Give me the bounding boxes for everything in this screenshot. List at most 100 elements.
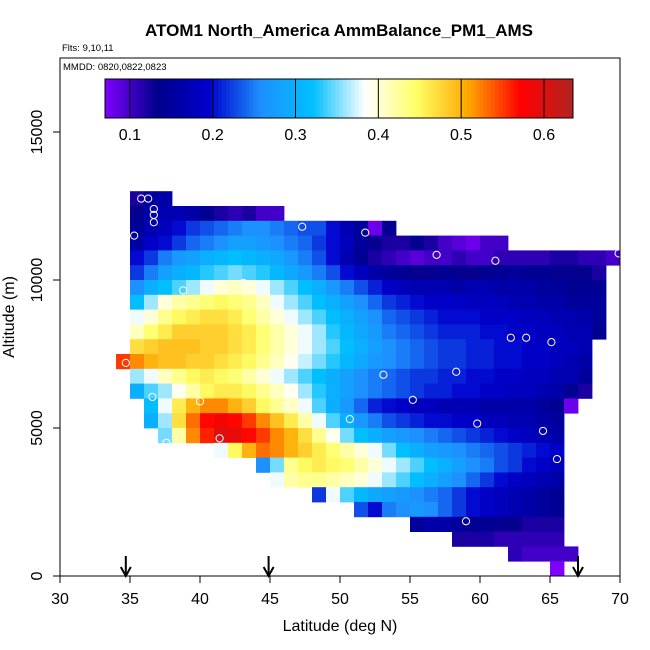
- heatmap-cell: [424, 516, 439, 532]
- heatmap-cell: [354, 235, 369, 251]
- colorbar-swatch: [491, 79, 496, 118]
- heatmap-cell: [522, 280, 537, 296]
- colorbar-swatch: [112, 79, 118, 118]
- heatmap-cell: [228, 413, 243, 429]
- heatmap-cell: [144, 206, 159, 222]
- heatmap-cell: [452, 413, 467, 429]
- colorbar-swatch: [342, 79, 348, 118]
- colorbar-swatch: [132, 79, 137, 118]
- heatmap-cell: [508, 339, 523, 355]
- heatmap-cell: [354, 457, 369, 473]
- heatmap-cell: [382, 368, 397, 384]
- heatmap-cell: [340, 487, 355, 503]
- heatmap-cell: [452, 235, 467, 251]
- heatmap-cell: [550, 531, 565, 547]
- heatmap-cell: [536, 339, 551, 355]
- colorbar-swatch: [124, 79, 129, 118]
- heatmap-cell: [550, 442, 565, 458]
- heatmap-cell: [312, 457, 327, 473]
- heatmap-cell: [550, 324, 565, 340]
- heatmap-cell: [480, 280, 495, 296]
- heatmap-cell: [424, 339, 439, 355]
- heatmap-cell: [340, 428, 355, 444]
- heatmap-cell: [550, 398, 565, 414]
- sample-point: [215, 434, 224, 443]
- colorbar-swatch: [335, 79, 340, 118]
- heatmap-cell: [396, 457, 411, 473]
- sample-point: [379, 370, 388, 379]
- heatmap-cell: [214, 235, 229, 251]
- colorbar-swatch: [307, 79, 313, 118]
- heatmap-cell: [298, 457, 313, 473]
- sample-point: [506, 333, 515, 342]
- heatmap-cell: [214, 324, 229, 340]
- heatmap-cell: [536, 398, 551, 414]
- heatmap-cell: [522, 531, 537, 547]
- heatmap-cell: [382, 398, 397, 414]
- colorbar-swatch: [140, 79, 145, 118]
- heatmap-cell: [382, 487, 397, 503]
- heatmap-cell: [242, 220, 257, 236]
- heatmap-cell: [354, 398, 369, 414]
- heatmap-cell: [256, 398, 271, 414]
- heatmap-cell: [494, 368, 509, 384]
- heatmap-cell: [592, 265, 607, 281]
- heatmap-cell: [396, 487, 411, 503]
- heatmap-cell: [242, 383, 257, 399]
- heatmap-cell: [242, 354, 257, 370]
- colorbar-swatch: [144, 79, 149, 118]
- heatmap-cell: [326, 413, 341, 429]
- colorbar-swatch: [264, 79, 270, 118]
- heatmap-cell: [312, 309, 327, 325]
- heatmap-cell: [578, 250, 593, 266]
- heatmap-cell: [354, 354, 369, 370]
- heatmap-cell: [466, 472, 481, 488]
- heatmap-cell: [508, 294, 523, 310]
- heatmap-cell: [270, 280, 285, 296]
- colorbar-swatch: [409, 79, 414, 118]
- heatmap-cell: [340, 368, 355, 384]
- colorbar-swatch: [155, 79, 161, 118]
- heatmap-cell: [242, 368, 257, 384]
- heatmap-cell: [466, 235, 481, 251]
- colorbar-swatch: [448, 79, 453, 118]
- colorbar-swatch: [163, 79, 168, 118]
- heatmap-cell: [228, 235, 243, 251]
- heatmap-cell: [172, 398, 187, 414]
- colorbar-swatch: [315, 79, 320, 118]
- heatmap-cell: [466, 294, 481, 310]
- heatmap-cell: [284, 220, 299, 236]
- heatmap-cell: [158, 191, 173, 207]
- heatmap-cell: [494, 487, 509, 503]
- heatmap-cell: [396, 250, 411, 266]
- heatmap-cell: [158, 368, 173, 384]
- heatmap-cell: [284, 354, 299, 370]
- colorbar-swatch: [261, 79, 266, 118]
- heatmap-cell: [550, 546, 565, 562]
- heatmap-cell: [298, 324, 313, 340]
- heatmap-cell: [130, 309, 145, 325]
- heatmap-cell: [522, 383, 537, 399]
- heatmap-cell: [186, 413, 201, 429]
- heatmap-cell: [228, 250, 243, 266]
- sample-point: [239, 278, 248, 288]
- colorbar-swatch: [136, 79, 141, 118]
- heatmap-cell: [480, 472, 495, 488]
- heatmap-cell: [200, 309, 215, 325]
- heatmap-cell: [410, 294, 425, 310]
- heatmap-cell: [452, 383, 467, 399]
- heatmap-cell: [312, 383, 327, 399]
- heatmap-cell: [144, 280, 159, 296]
- heatmap-cell: [466, 502, 481, 518]
- heatmap-cell: [298, 428, 313, 444]
- heatmap-cell: [130, 294, 145, 310]
- heatmap-cell: [354, 368, 369, 384]
- heatmap-cell: [270, 383, 285, 399]
- heatmap-cell: [214, 368, 229, 384]
- heatmap-cell: [508, 413, 523, 429]
- heatmap-cell: [242, 324, 257, 340]
- heatmap-cell: [494, 354, 509, 370]
- heatmap-cell: [494, 502, 509, 518]
- heatmap-cell: [536, 294, 551, 310]
- heatmap-cell: [424, 398, 439, 414]
